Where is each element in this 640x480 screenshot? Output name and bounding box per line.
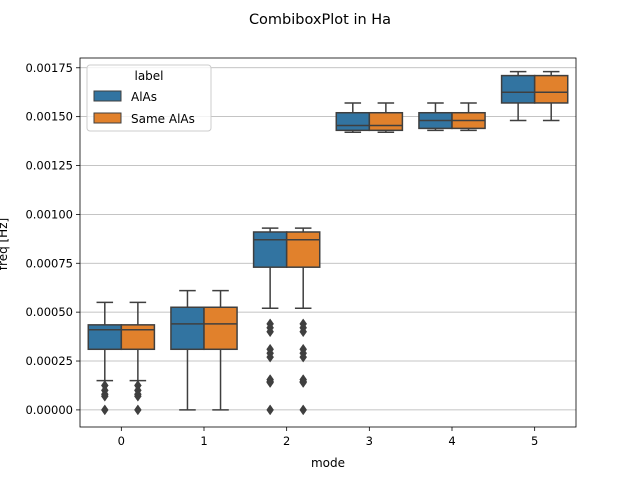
legend-label-same-alas: Same AlAs bbox=[131, 112, 195, 126]
legend: label AlAs Same AlAs bbox=[86, 64, 212, 132]
box-group bbox=[368, 102, 404, 134]
legend-title: label bbox=[134, 69, 163, 83]
box-iqr bbox=[368, 111, 404, 132]
x-tick-label: 3 bbox=[366, 434, 373, 448]
x-tick-label: 0 bbox=[118, 434, 125, 448]
x-tick-label: 5 bbox=[531, 434, 538, 448]
y-tick-label: 0.00050 bbox=[25, 305, 73, 319]
outlier-point bbox=[266, 404, 274, 416]
y-tick-label: 0.00100 bbox=[25, 207, 73, 221]
x-axis-label: mode bbox=[311, 456, 345, 470]
outlier-point bbox=[100, 404, 109, 416]
box-iqr bbox=[285, 231, 321, 268]
box-group bbox=[252, 227, 288, 416]
box-group bbox=[335, 102, 371, 134]
box-group bbox=[533, 70, 569, 122]
box-group bbox=[87, 301, 123, 416]
box-iqr bbox=[120, 324, 156, 351]
box-iqr bbox=[335, 111, 371, 132]
x-tick-label: 4 bbox=[448, 434, 455, 448]
plot-area bbox=[87, 70, 569, 416]
y-axis-label: freq [Hz] bbox=[0, 218, 10, 270]
legend-swatch-same-alas bbox=[93, 112, 122, 124]
box-iqr bbox=[203, 306, 238, 351]
y-tick-label: 0.00000 bbox=[25, 403, 73, 417]
outlier-point bbox=[299, 326, 308, 338]
box-iqr bbox=[533, 74, 569, 104]
y-tick-label: 0.00150 bbox=[25, 110, 73, 124]
outlier-point bbox=[299, 377, 308, 388]
box-group bbox=[500, 70, 536, 122]
box-group bbox=[120, 301, 156, 416]
y-tick-label: 0.00175 bbox=[25, 61, 73, 75]
outlier-point bbox=[266, 326, 274, 338]
outlier-point bbox=[299, 351, 308, 363]
axes-frame bbox=[79, 57, 577, 428]
box-iqr bbox=[170, 306, 205, 351]
outlier-point bbox=[266, 351, 274, 363]
box-group bbox=[203, 289, 238, 411]
legend-label-alas: AlAs bbox=[131, 90, 157, 104]
y-tick-label: 0.00025 bbox=[25, 354, 73, 368]
outlier-point bbox=[266, 377, 274, 388]
axes: mode freq [Hz] 0.00000 0.00025 0.00050 0.00… bbox=[0, 57, 577, 470]
y-tick-label: 0.00125 bbox=[25, 159, 73, 173]
outlier-point bbox=[299, 404, 308, 416]
box-iqr bbox=[500, 74, 536, 104]
y-tick-label: 0.00075 bbox=[25, 256, 73, 270]
box-iqr bbox=[252, 231, 288, 268]
box-group bbox=[285, 227, 321, 416]
outlier-point bbox=[134, 404, 142, 416]
chart-title: CombiboxPlot in Ha bbox=[249, 12, 391, 28]
outlier-point bbox=[100, 390, 109, 402]
x-tick-label: 1 bbox=[200, 434, 207, 448]
box-group bbox=[451, 102, 486, 132]
legend-swatch-alas bbox=[93, 90, 122, 102]
x-tick-label: 2 bbox=[283, 434, 290, 448]
box-iqr bbox=[87, 324, 123, 351]
outlier-point bbox=[134, 390, 142, 402]
